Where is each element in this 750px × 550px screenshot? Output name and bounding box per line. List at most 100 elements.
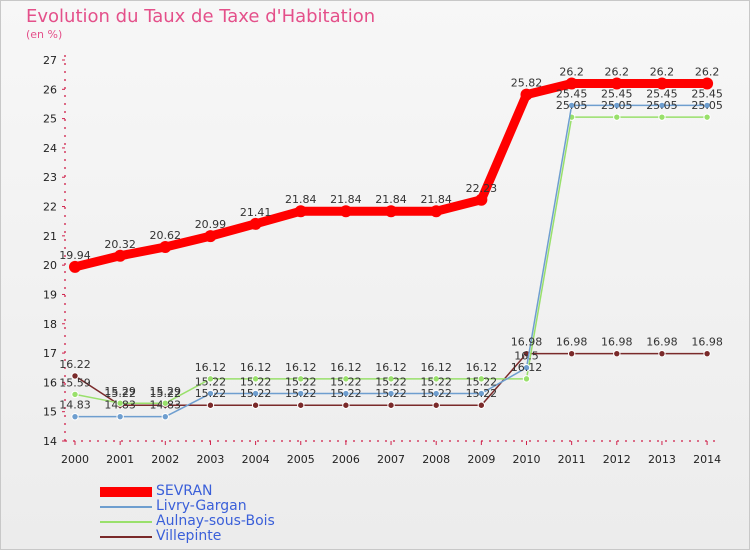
data-label: 20.32 (104, 238, 136, 251)
data-label: 16.98 (511, 336, 543, 349)
data-label: 16.12 (511, 361, 543, 374)
data-point (565, 77, 578, 90)
series-layer (69, 77, 714, 421)
data-point (655, 77, 668, 90)
data-label: 25.82 (511, 77, 543, 90)
x-tick-label: 2007 (377, 453, 405, 466)
data-point (297, 401, 305, 409)
x-tick-label: 2000 (61, 453, 89, 466)
data-point (567, 349, 576, 358)
data-label: 15.22 (330, 376, 362, 389)
x-tick-label: 2011 (558, 453, 586, 466)
data-point (610, 77, 623, 90)
data-point (71, 412, 79, 421)
y-tick-label: 18 (43, 318, 57, 331)
data-label: 14.83 (59, 399, 91, 412)
data-label: 15.22 (240, 387, 272, 400)
data-point (475, 193, 488, 206)
data-point (520, 88, 533, 101)
x-tick-label: 2003 (196, 453, 224, 466)
y-tick-label: 25 (43, 113, 57, 126)
data-point (342, 375, 350, 383)
data-point (387, 375, 395, 383)
legend-item: Villepinte (100, 529, 275, 544)
legend-label: SEVRAN (156, 483, 213, 499)
data-point (342, 401, 350, 409)
data-label: 15.22 (330, 387, 362, 400)
data-label: 15.22 (466, 387, 498, 400)
data-label: 15.22 (195, 387, 227, 400)
data-point (613, 349, 621, 358)
legend-swatch (100, 505, 152, 508)
data-point (430, 205, 443, 218)
data-point (613, 113, 621, 121)
data-label: 20.62 (150, 229, 182, 242)
x-tick-label: 2001 (106, 453, 134, 466)
data-label: 26.2 (559, 65, 584, 78)
y-tick-label: 23 (43, 171, 57, 184)
legend-item: Aulnay-sous-Bois (100, 514, 275, 529)
data-point (342, 389, 350, 398)
data-point (387, 389, 395, 398)
x-tick-label: 2010 (513, 453, 541, 466)
y-tick-label: 26 (43, 83, 57, 96)
legend-item: Livry-Gargan (100, 499, 275, 514)
data-point (69, 260, 81, 273)
data-point (522, 364, 531, 372)
data-label: 19.94 (59, 249, 91, 262)
y-tick-label: 17 (43, 347, 57, 360)
data-point (159, 240, 172, 253)
data-label: 15.22 (150, 387, 182, 400)
legend: SEVRAN Livry-Gargan Aulnay-sous-Bois Villep… (100, 484, 275, 544)
x-tick-label: 2013 (648, 453, 676, 466)
data-point (249, 217, 262, 230)
data-label: 15.22 (466, 376, 498, 389)
data-point (658, 349, 666, 358)
y-tick-label: 16 (43, 376, 57, 389)
data-label: 16.12 (466, 361, 498, 374)
data-point (613, 101, 621, 110)
data-label: 21.84 (375, 193, 407, 206)
data-label: 20.99 (195, 218, 227, 231)
data-point (701, 77, 714, 90)
data-label: 15.22 (375, 376, 407, 389)
x-tick-label: 2005 (287, 453, 315, 466)
line-chart: 14 15 16 17 18 19 20 21 22 23 24 25 26 27 2000 2001 2002… (43, 54, 723, 466)
x-tick-label: 2006 (332, 453, 360, 466)
data-label: 26.2 (650, 65, 675, 78)
data-point (387, 401, 395, 409)
data-label: 16.12 (330, 361, 362, 374)
data-label: 21.41 (240, 206, 272, 219)
data-point (161, 412, 170, 421)
data-point (251, 375, 260, 383)
data-label: 15.22 (375, 387, 407, 400)
data-point (522, 375, 531, 383)
data-point (432, 389, 440, 398)
data-point (339, 205, 352, 218)
data-label: 15.22 (195, 376, 227, 389)
data-label: 25.05 (556, 99, 588, 112)
data-label: 14.83 (150, 399, 182, 412)
legend-label: Livry-Gargan (156, 498, 247, 514)
x-tick-label: 2004 (242, 453, 270, 466)
legend-swatch (100, 520, 152, 523)
data-label: 16.12 (195, 361, 227, 374)
data-point (206, 389, 215, 398)
data-label: 15.29 (104, 385, 136, 398)
data-point (161, 399, 170, 407)
data-point (432, 375, 440, 383)
data-label: 25.45 (646, 87, 678, 100)
data-label: 16.22 (59, 358, 91, 371)
data-point (703, 349, 711, 358)
data-label: 15.22 (420, 387, 452, 400)
data-label: 21.84 (285, 193, 317, 206)
y-tick-label: 20 (43, 259, 57, 272)
data-label: 25.05 (601, 99, 633, 112)
y-tick-label: 24 (43, 142, 57, 155)
data-label: 25.05 (646, 99, 678, 112)
data-label: 16.12 (240, 361, 272, 374)
data-point (71, 372, 79, 380)
legend-label: Aulnay-sous-Bois (156, 513, 275, 529)
data-point (116, 412, 124, 421)
